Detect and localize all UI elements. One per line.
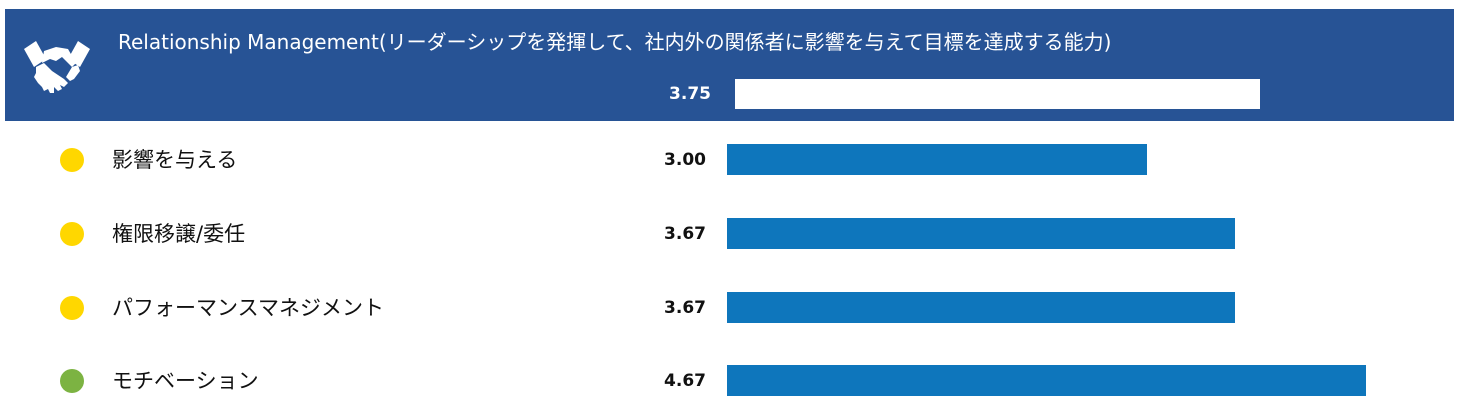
metric-value: 3.00 — [664, 150, 706, 170]
handshake-icon — [24, 41, 90, 93]
metric-bar — [727, 218, 1235, 249]
status-dot — [60, 148, 84, 172]
metric-bar — [727, 365, 1366, 396]
metric-row: モチベーション 4.67 — [0, 361, 1459, 401]
metric-row: 権限移譲/委任 3.67 — [0, 214, 1459, 254]
metric-bar — [727, 144, 1147, 175]
status-dot — [60, 369, 84, 393]
metric-value: 3.67 — [664, 224, 706, 244]
metric-label: モチベーション — [112, 369, 259, 393]
metric-bar — [727, 292, 1235, 323]
metric-value: 4.67 — [664, 371, 706, 391]
metric-label: 影響を与える — [112, 148, 238, 172]
section-header: Relationship Management(リーダーシップを発揮して、社内外… — [5, 9, 1454, 121]
section-score-bar — [735, 79, 1260, 109]
section-score: 3.75 — [669, 84, 711, 104]
status-dot — [60, 222, 84, 246]
metric-value: 3.67 — [664, 298, 706, 318]
metric-label: 権限移譲/委任 — [112, 222, 246, 246]
status-dot — [60, 296, 84, 320]
metric-row: パフォーマンスマネジメント 3.67 — [0, 288, 1459, 328]
section-title: Relationship Management(リーダーシップを発揮して、社内外… — [118, 30, 1112, 54]
metric-label: パフォーマンスマネジメント — [112, 296, 384, 320]
metric-row: 影響を与える 3.00 — [0, 140, 1459, 180]
